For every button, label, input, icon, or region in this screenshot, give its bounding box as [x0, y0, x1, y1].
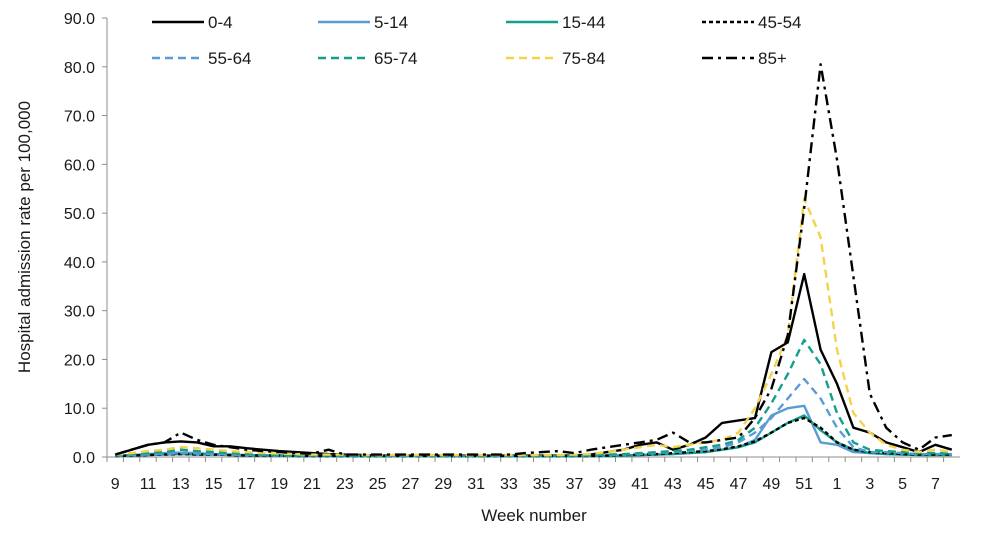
y-tick-label: 30.0 [64, 304, 95, 321]
y-ticks: 0.0 10.0 20.0 30.0 40.0 50.0 60.0 70.0 80.0 90.0 [64, 11, 107, 467]
x-tick-label: 43 [664, 476, 682, 493]
y-tick-label: 50.0 [64, 206, 95, 223]
y-tick-label: 0.0 [73, 450, 95, 467]
series-line-0-4 [114, 272, 953, 457]
x-tick-label: 23 [336, 476, 354, 493]
legend-label-65-74: 65-74 [374, 49, 417, 68]
legend-label-0-4: 0-4 [208, 13, 233, 32]
x-ticks: 9 11 13 15 17 19 21 23 25 27 29 31 33 35 37 39 41 43 45 47 4… [106, 457, 945, 493]
x-tick-label: 3 [865, 476, 874, 493]
x-tick-label: 37 [566, 476, 584, 493]
x-tick-label: 11 [140, 476, 157, 493]
x-tick-label: 27 [402, 476, 420, 493]
y-tick-label: 60.0 [64, 157, 95, 174]
x-tick-label: 13 [172, 476, 190, 493]
series-line-15-44 [115, 414, 952, 458]
legend-label-15-44: 15-44 [562, 13, 605, 32]
x-tick-label: 25 [369, 476, 387, 493]
y-axis-label: Hospital admission rate per 100,000 [15, 101, 34, 373]
x-tick-label: 33 [500, 476, 518, 493]
x-tick-label: 19 [270, 476, 288, 493]
x-tick-label: 5 [898, 476, 907, 493]
x-tick-label: 41 [631, 476, 649, 493]
x-tick-label: 9 [111, 476, 120, 493]
x-tick-label: 21 [303, 476, 321, 493]
legend-label-5-14: 5-14 [374, 13, 408, 32]
x-tick-label: 15 [205, 476, 223, 493]
series-line-65-74 [115, 338, 952, 457]
x-tick-label: 49 [762, 476, 780, 493]
y-tick-label: 80.0 [64, 60, 95, 77]
x-tick-label: 39 [598, 476, 616, 493]
x-tick-label: 17 [238, 476, 256, 493]
x-tick-label: 7 [931, 476, 940, 493]
x-tick-label: 35 [533, 476, 551, 493]
y-tick-label: 90.0 [64, 11, 95, 28]
legend-label-55-64: 55-64 [208, 49, 251, 68]
y-tick-label: 20.0 [64, 352, 95, 369]
series-lines [114, 63, 953, 458]
y-tick-label: 40.0 [64, 255, 95, 272]
series-line-85+ [114, 63, 952, 456]
x-tick-label: 29 [434, 476, 452, 493]
series-line-75-84 [115, 197, 952, 457]
y-tick-label: 70.0 [64, 109, 95, 126]
x-tick-label: 45 [697, 476, 715, 493]
legend: 0-4 5-14 15-44 45-54 55-64 65-74 75-84 85+ [152, 13, 801, 68]
x-tick-label: 47 [730, 476, 748, 493]
x-axis-label: Week number [481, 506, 587, 525]
legend-label-85+: 85+ [758, 49, 787, 68]
legend-label-75-84: 75-84 [562, 49, 605, 68]
x-tick-label: 31 [467, 476, 485, 493]
x-tick-label: 51 [795, 476, 813, 493]
y-tick-label: 10.0 [64, 401, 95, 418]
axes [106, 18, 960, 458]
x-tick-label: 1 [833, 476, 842, 493]
series-line-45-54 [115, 416, 952, 458]
legend-label-45-54: 45-54 [758, 13, 801, 32]
